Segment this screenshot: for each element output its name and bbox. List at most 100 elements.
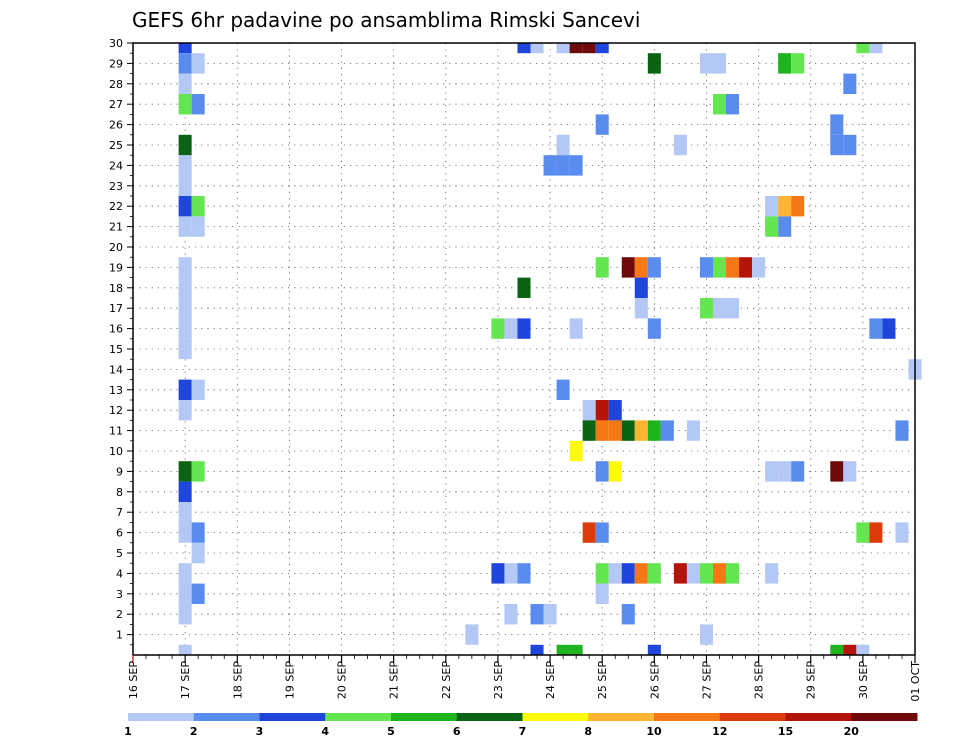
colorbar-swatch [785, 713, 852, 721]
x-tick-label: 21 SEP [388, 661, 401, 699]
heatmap-cell [491, 318, 505, 339]
heatmap-cell [712, 257, 727, 278]
heatmap-cell [791, 461, 805, 482]
y-tick-label: 21 [109, 221, 123, 234]
heatmap-cell [595, 257, 609, 278]
colorbar-label: 2 [190, 725, 198, 738]
y-tick-label: 28 [109, 78, 123, 91]
y-tick-label: 25 [109, 139, 123, 152]
y-tick-label: 5 [116, 547, 123, 560]
heatmap-cell [595, 420, 609, 441]
colorbar-swatch [719, 713, 786, 721]
heatmap-cell [595, 461, 609, 482]
heatmap-cell [712, 563, 727, 584]
x-tick-label: 16 SEP [127, 661, 140, 699]
heatmap-cell [869, 43, 883, 54]
y-tick-label: 1 [116, 629, 123, 642]
colorbar-swatch [259, 713, 326, 721]
heatmap-cell [178, 73, 192, 94]
heatmap-cell [178, 155, 192, 176]
heatmap-cell [569, 155, 583, 176]
colorbar-swatch [588, 713, 655, 721]
heatmap-cell [673, 134, 687, 156]
heatmap-cell [621, 604, 635, 625]
colorbar-swatch [193, 713, 260, 721]
colorbar-label: 8 [584, 725, 592, 738]
heatmap-cell [178, 481, 192, 502]
heatmap-cell [686, 420, 700, 441]
heatmap-cell [595, 114, 609, 135]
heatmap-cell [191, 53, 205, 74]
heatmap-cell [647, 644, 661, 655]
heatmap-cell [178, 379, 192, 400]
heatmap-cell [634, 298, 648, 319]
heatmap-cell [712, 94, 727, 115]
heatmap-cell [712, 298, 727, 319]
heatmap-cell [556, 155, 570, 176]
heatmap-cell [778, 196, 792, 217]
heatmap-cell [830, 114, 844, 135]
heatmap-cell [608, 400, 622, 421]
heatmap-cell [608, 563, 622, 584]
heatmap-cell [569, 440, 583, 462]
heatmap-cell [178, 53, 192, 74]
heatmap-cell [191, 196, 205, 217]
chart-title: GEFS 6hr padavine po ansamblima Rimski S… [132, 8, 640, 32]
colorbar-swatch [654, 713, 721, 721]
heatmap-cell [191, 216, 205, 237]
heatmap-cell [465, 624, 479, 645]
heatmap-cell [660, 420, 674, 441]
heatmap-cell [843, 134, 857, 156]
x-tick-label: 17 SEP [179, 661, 192, 699]
heatmap-cell [517, 563, 531, 584]
colorbar-label: 1 [124, 725, 132, 738]
heatmap-cell [595, 400, 609, 421]
heatmap-cell [178, 43, 192, 54]
x-tick-label: 26 SEP [648, 661, 661, 699]
heatmap-cell [726, 563, 740, 584]
colorbar-legend: 1 2 3 4 5 6 7 8 10 12 15 20 [124, 713, 918, 738]
heatmap-cell [178, 583, 192, 604]
heatmap-cell [647, 563, 661, 584]
y-tick-label: 29 [109, 57, 123, 70]
heatmap-cell [569, 318, 583, 339]
colorbar-label: 15 [778, 725, 793, 738]
heatmap-cell [634, 257, 648, 278]
heatmap-cell [178, 644, 192, 655]
heatmap-cell [647, 420, 661, 441]
heatmap-cell [178, 257, 192, 278]
heatmap-cell [765, 216, 779, 237]
colorbar-swatch [522, 713, 589, 721]
y-tick-label: 20 [109, 241, 123, 254]
heatmap-cell [595, 522, 609, 543]
x-tick-label: 20 SEP [336, 661, 349, 699]
heatmap-cell [791, 53, 805, 74]
y-tick-label: 14 [109, 363, 123, 376]
heatmap-cell [752, 257, 766, 278]
y-tick-label: 23 [109, 180, 123, 193]
heatmap-cell [178, 522, 192, 543]
heatmap-cell [504, 318, 518, 339]
heatmap-cell [699, 563, 713, 584]
colorbar-label: 5 [387, 725, 395, 738]
heatmap-cell [595, 43, 609, 54]
y-tick-label: 8 [116, 486, 123, 499]
heatmap-cell [673, 563, 687, 584]
heatmap-cell [178, 400, 192, 421]
heatmap-cell [869, 522, 883, 543]
x-tick-label: 28 SEP [753, 661, 766, 699]
y-tick-label: 3 [116, 588, 123, 601]
heatmap-cell [634, 563, 648, 584]
y-tick-label: 24 [109, 159, 123, 172]
heatmap-cell [191, 583, 205, 604]
x-tick-label: 30 SEP [857, 661, 870, 699]
heatmap-cell [191, 542, 205, 564]
heatmap-cell [843, 644, 857, 655]
y-tick-label: 2 [116, 608, 123, 621]
y-tick-label: 22 [109, 200, 123, 213]
heatmap-cell [856, 644, 870, 655]
heatmap-cell [504, 563, 518, 584]
heatmap-cell [178, 175, 192, 196]
heatmap-cell [647, 53, 661, 74]
